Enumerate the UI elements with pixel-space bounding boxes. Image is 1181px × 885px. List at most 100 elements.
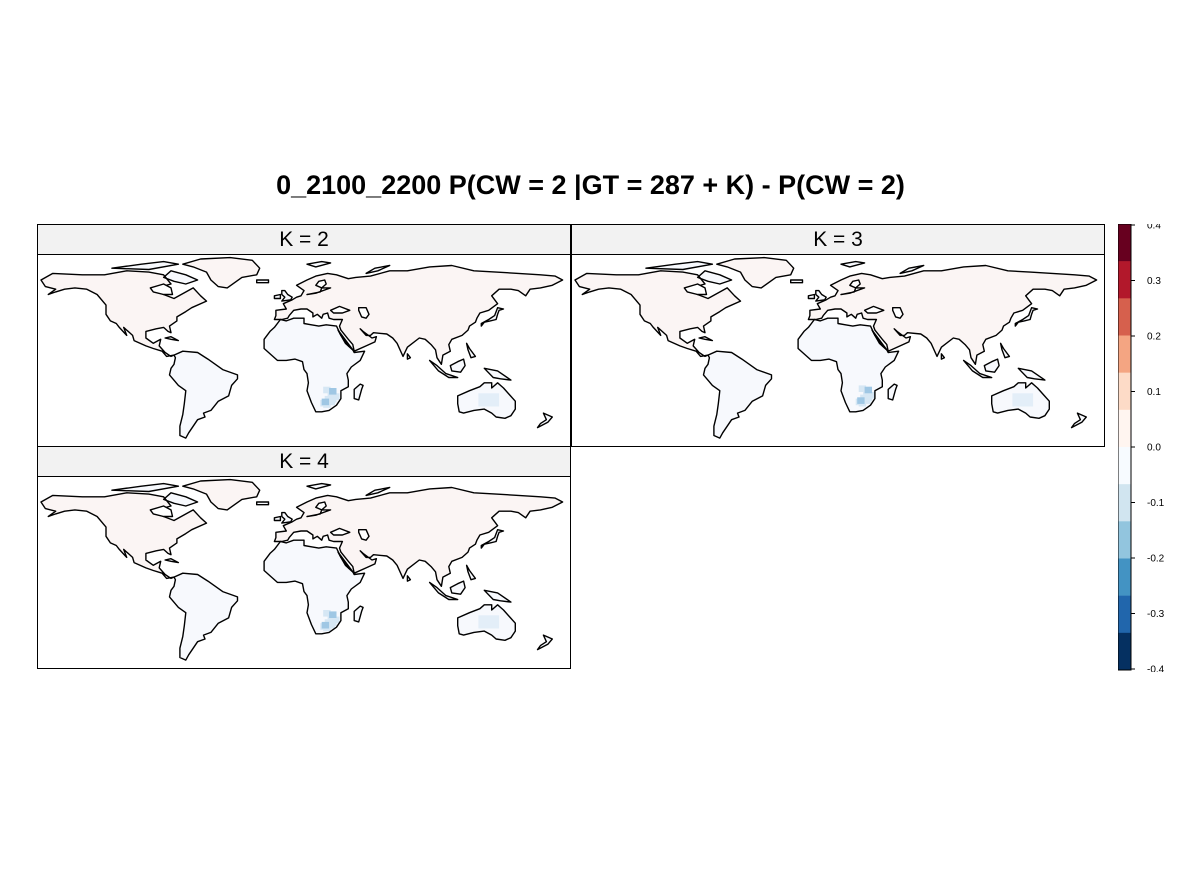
sri-lanka-coastline — [406, 353, 412, 360]
baltic-water — [840, 279, 866, 296]
red-sea-water — [337, 551, 355, 574]
svalbard-coastline — [306, 260, 332, 268]
black-sea-water — [863, 305, 885, 314]
north-america-tint — [41, 270, 207, 357]
africa-landmass — [798, 318, 899, 412]
colorkey-segment — [1118, 521, 1131, 559]
borneo-coastline — [449, 358, 466, 373]
sri-lanka-coastline — [406, 575, 412, 582]
arctic-isl-coastline — [111, 260, 180, 271]
south-america-coastline — [168, 350, 239, 439]
madagascar-coastline — [353, 605, 364, 623]
south-america-coastline — [702, 350, 773, 439]
anomaly-cell-strong — [864, 386, 872, 394]
new-guinea-coastline — [1017, 367, 1046, 381]
world-map — [571, 254, 1105, 447]
colorkey-tick-label: -0.3 — [1147, 609, 1165, 620]
eurasia-tint — [808, 265, 1097, 365]
baffin-coastline — [162, 492, 199, 507]
panel-strip-label: K = 4 — [37, 446, 571, 477]
coastlines — [40, 478, 564, 661]
baffin-landmass — [163, 492, 198, 506]
red-sea-water — [337, 329, 355, 352]
new-guinea-landmass — [1018, 368, 1045, 381]
south-america-landmass — [169, 351, 238, 439]
colorkey-segment — [1118, 298, 1131, 336]
black-sea-water — [329, 305, 351, 314]
greenland-tint — [716, 257, 794, 288]
eurasia-coastline — [807, 264, 1098, 366]
madagascar-coastline — [353, 383, 364, 401]
anomaly-cell — [864, 394, 872, 402]
world-map — [37, 476, 571, 669]
anomaly-cell — [329, 619, 337, 626]
greenland-tint — [182, 257, 260, 288]
colorkey-segment — [1118, 632, 1131, 671]
plot-title: 0_2100_2200 P(CW = 2 |GT = 287 + K) - P(… — [276, 170, 905, 200]
coastlines — [40, 256, 564, 439]
sumatra-java-coastline — [428, 359, 459, 379]
new-guinea-coastline — [483, 367, 512, 381]
anomaly-cell-strong — [857, 397, 865, 404]
colorkey-tick-label: 0.4 — [1147, 224, 1161, 232]
new-guinea-landmass — [484, 368, 511, 381]
arctic-isl-landmass — [645, 261, 713, 270]
baltic-water — [306, 279, 332, 296]
hudson-bay-water — [149, 283, 174, 296]
svalbard-coastline — [306, 482, 332, 490]
australia-coastline — [991, 382, 1050, 420]
black-sea-water — [329, 527, 351, 536]
novaya-zemlya-coastline — [899, 264, 925, 275]
colorkey-tick-label: -0.1 — [1147, 498, 1165, 509]
colorkey-segment — [1118, 595, 1131, 634]
colorkey-segment — [1118, 447, 1131, 485]
baffin-coastline — [696, 270, 733, 285]
anomaly-cell-strong — [329, 388, 337, 395]
cuba-coastline — [698, 335, 714, 342]
eurasia-tint — [274, 487, 563, 587]
eurasia-tint — [274, 265, 563, 365]
panel-k3: K = 3 — [571, 224, 1105, 447]
sri-lanka-coastline — [940, 353, 946, 360]
borneo-coastline — [983, 358, 1000, 373]
colorkey-segment — [1118, 558, 1131, 596]
baffin-coastline — [162, 270, 199, 285]
ireland-coastline — [807, 293, 816, 300]
borneo-landmass — [450, 581, 466, 595]
arctic-isl-landmass — [111, 483, 179, 492]
south-america-coastline — [168, 572, 239, 661]
britain-coastline — [281, 511, 293, 524]
anomaly-cell — [1012, 393, 1034, 407]
anomaly-cell — [478, 393, 500, 407]
colorkey-segment — [1118, 484, 1131, 522]
africa-landmass — [264, 318, 365, 412]
cuba-coastline — [164, 557, 180, 564]
iceland-coastline — [789, 279, 804, 284]
new-zealand-landmass — [537, 635, 553, 650]
japan-coastline — [480, 307, 505, 327]
africa-landmass — [264, 540, 365, 634]
africa-coastline — [263, 317, 366, 413]
novaya-zemlya-coastline — [365, 264, 391, 275]
red-sea-water — [871, 329, 889, 352]
new-zealand-coastline — [536, 634, 553, 651]
britain-coastline — [815, 289, 827, 302]
colorkey-segment — [1118, 261, 1131, 299]
eurasia-coastline — [273, 486, 564, 588]
sumatra-java-coastline — [962, 359, 993, 379]
britain-coastline — [281, 289, 293, 302]
borneo-landmass — [984, 359, 1000, 373]
sumatra-java-coastline — [428, 581, 459, 601]
colorkey-tick-label: 0.2 — [1147, 332, 1161, 343]
new-guinea-landmass — [484, 590, 511, 603]
philippines-coastline — [465, 342, 477, 359]
baffin-landmass — [697, 270, 732, 284]
anomaly-cell — [323, 610, 331, 617]
philippines-coastline — [465, 564, 477, 581]
panel-strip-label: K = 3 — [571, 224, 1105, 255]
iceland-coastline — [255, 279, 270, 284]
japan-coastline — [480, 529, 505, 549]
anomaly-cell-strong — [321, 621, 330, 629]
world-map — [37, 254, 571, 447]
north-america-tint — [575, 270, 741, 357]
